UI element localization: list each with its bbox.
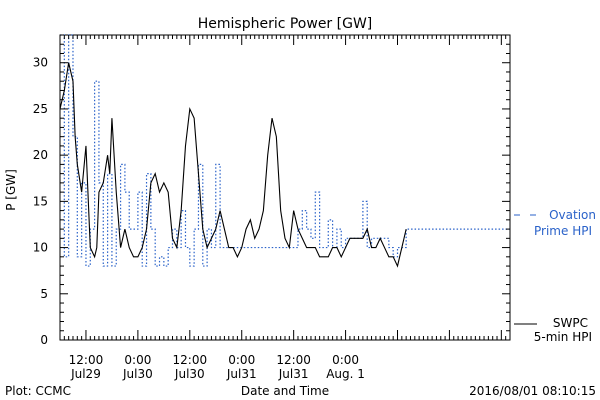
x-tick-date-label: Jul31 [226, 367, 257, 381]
plot-frame [59, 34, 511, 341]
y-tick-label: 20 [33, 148, 48, 162]
y-axis-label: P [GW] [4, 169, 18, 211]
x-axis-label: Date and Time [241, 384, 329, 398]
y-tick-label: 15 [33, 194, 48, 208]
swpc-series [59, 62, 407, 268]
plot-timestamp: 2016/08/01 08:10:15 [469, 384, 596, 398]
swpc-hpi-line [59, 62, 407, 268]
x-tick-date-label: Jul31 [278, 367, 309, 381]
ovation-prime-hpi-line [60, 34, 510, 267]
legend-swpc-line1: SWPC [553, 316, 588, 330]
x-tick-label: 0:00 [124, 353, 151, 367]
x-tick-label: 0:00 [332, 353, 359, 367]
x-tick-label: 12:00 [69, 353, 104, 367]
y-tick-label: 0 [40, 333, 48, 347]
chart-title: Hemispheric Power [GW] [198, 16, 373, 32]
x-tick-label: 0:00 [228, 353, 255, 367]
legend-ovation-line2: Prime HPI [534, 224, 592, 238]
x-tick-date-label: Jul30 [122, 367, 153, 381]
legend-ovation-line1: Ovation [549, 208, 596, 222]
ovation-series [60, 34, 510, 267]
x-tick-date-label: Jul29 [70, 367, 101, 381]
y-tick-label: 10 [33, 241, 48, 255]
legend-swpc-line2: 5-min HPI [534, 330, 592, 344]
y-tick-label: 30 [33, 56, 48, 70]
x-tick-date-label: Aug. 1 [326, 367, 365, 381]
x-tick-label: 12:00 [173, 353, 208, 367]
x-tick-date-label: Jul30 [174, 367, 205, 381]
y-tick-label: 25 [33, 102, 48, 116]
y-tick-label: 5 [40, 287, 48, 301]
x-tick-label: 12:00 [276, 353, 311, 367]
axes: 05101520253012:00Jul290:00Jul3012:00Jul3… [33, 34, 511, 381]
plot-credit: Plot: CCMC [5, 384, 71, 398]
